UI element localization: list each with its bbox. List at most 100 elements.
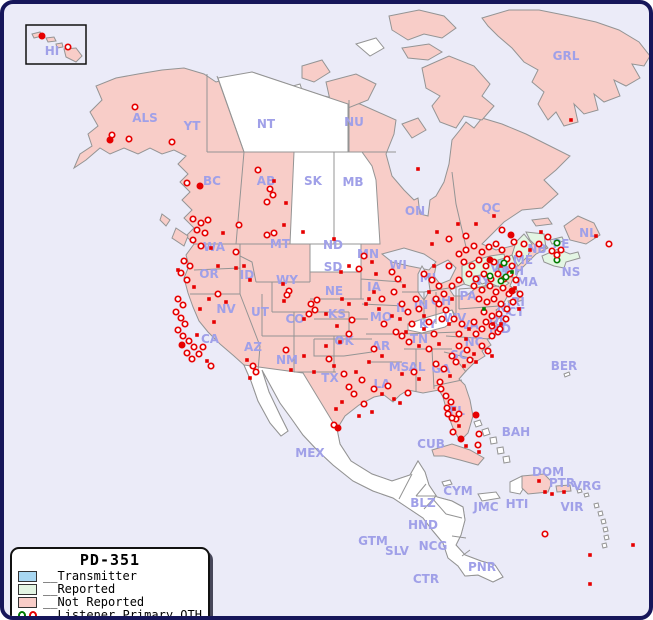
listener-primary-marker <box>475 295 483 303</box>
listener-primary-marker <box>204 216 212 224</box>
region-label-ne: NE <box>325 284 343 298</box>
listener-primary-marker-reported <box>486 272 494 280</box>
region-sk <box>289 151 335 245</box>
region-label-ia: IA <box>367 280 381 294</box>
region-label-ca: CA <box>201 332 220 346</box>
listener-primary-marker <box>435 300 443 308</box>
listener-primary-marker <box>458 320 466 328</box>
greenland <box>481 9 649 127</box>
listener-primary-marker <box>348 316 356 324</box>
listener-primary-marker <box>180 257 188 265</box>
region-label-nm: NM <box>276 353 298 367</box>
listener-other-marker <box>282 299 286 303</box>
region-label-on: ON <box>405 204 425 218</box>
listener-other-marker <box>464 444 468 448</box>
region-label-mo: MO <box>370 310 392 324</box>
region-label-or: OR <box>199 267 218 281</box>
listener-other-marker <box>562 490 566 494</box>
listener-other-marker-reported <box>510 270 514 274</box>
listener-primary-marker <box>470 282 478 290</box>
region-label-mb: MB <box>342 175 363 189</box>
legend-label: __Reported <box>43 582 116 596</box>
listener-other-marker <box>491 322 495 326</box>
listener-primary-marker <box>125 135 133 143</box>
listener-primary-marker <box>438 315 446 323</box>
region-label-ut: UT <box>251 305 270 319</box>
listener-primary-marker <box>311 306 319 314</box>
listener-primary-marker <box>131 103 139 111</box>
listener-primary-marker <box>445 262 453 270</box>
listener-primary-marker <box>483 298 491 306</box>
listener-other-marker <box>301 230 305 234</box>
cayman-islands <box>441 479 453 487</box>
listener-other-marker <box>192 285 196 289</box>
listener-other-marker <box>427 290 431 294</box>
listener-primary-marker <box>420 270 428 278</box>
listener-primary-marker <box>465 270 473 278</box>
bahamas <box>473 419 511 464</box>
listener-primary-marker <box>520 240 528 248</box>
listener-primary-marker <box>472 411 480 419</box>
region-label-cym: CYM <box>443 484 472 498</box>
listener-primary-marker-reported <box>553 239 561 247</box>
listener-primary-marker <box>214 290 222 298</box>
region-label-tn: TN <box>410 332 428 346</box>
listener-primary-marker <box>201 229 209 237</box>
listener-primary-marker <box>488 332 496 340</box>
listener-other-marker <box>472 352 476 356</box>
puerto-rico <box>555 484 572 493</box>
listener-other-marker <box>499 322 503 326</box>
listener-other-marker <box>543 490 547 494</box>
listener-primary-marker <box>442 306 450 314</box>
listener-other-marker <box>338 340 342 344</box>
region-label-vrg: VRG <box>573 479 601 493</box>
listener-other-marker <box>216 264 220 268</box>
listener-other-marker <box>302 317 306 321</box>
listener-primary-marker <box>360 252 368 260</box>
listener-primary-marker <box>486 282 494 290</box>
green-marker-icon <box>18 610 26 616</box>
listener-other-marker <box>390 314 394 318</box>
map-markers <box>38 32 635 586</box>
listener-primary-marker <box>334 424 342 432</box>
listener-other-marker <box>437 342 441 346</box>
listener-other-marker <box>357 414 361 418</box>
legend-label: __Not Reported <box>43 595 145 609</box>
listener-primary-marker <box>252 368 260 376</box>
listener-primary-marker <box>380 320 388 328</box>
listener-primary-marker <box>510 238 518 246</box>
region-label-vir: VIR <box>561 500 584 514</box>
listener-primary-marker <box>181 320 189 328</box>
listener-primary-marker <box>480 270 488 278</box>
listener-other-marker <box>221 231 225 235</box>
region-label-mn: MN <box>357 247 379 261</box>
listener-other-marker <box>588 582 592 586</box>
listener-primary-marker <box>484 347 492 355</box>
listener-other-marker <box>374 272 378 276</box>
listener-primary-marker <box>355 265 363 273</box>
listener-other-marker <box>354 370 358 374</box>
listener-primary-marker <box>263 231 271 239</box>
red-marker-icon <box>29 610 37 616</box>
listener-primary-marker <box>445 235 453 243</box>
listener-primary-marker <box>503 305 511 313</box>
listener-other-marker <box>492 214 496 218</box>
listener-other-marker <box>422 314 426 318</box>
region-label-ab: AB <box>257 174 275 188</box>
listener-primary-marker <box>437 385 445 393</box>
listener-other-marker <box>372 290 376 294</box>
listener-other-marker <box>347 264 351 268</box>
listener-other-marker <box>435 230 439 234</box>
legend-item-primary: __Listener Primary QTH <box>18 608 202 616</box>
listener-other-marker <box>248 278 252 282</box>
listener-other-marker <box>207 297 211 301</box>
listener-primary-marker <box>190 343 198 351</box>
listener-primary-marker <box>457 435 465 443</box>
listener-other-marker <box>490 354 494 358</box>
listener-primary-marker <box>432 360 440 368</box>
listener-other-marker <box>289 368 293 372</box>
listener-other-marker <box>176 268 180 272</box>
listener-other-marker <box>340 297 344 301</box>
